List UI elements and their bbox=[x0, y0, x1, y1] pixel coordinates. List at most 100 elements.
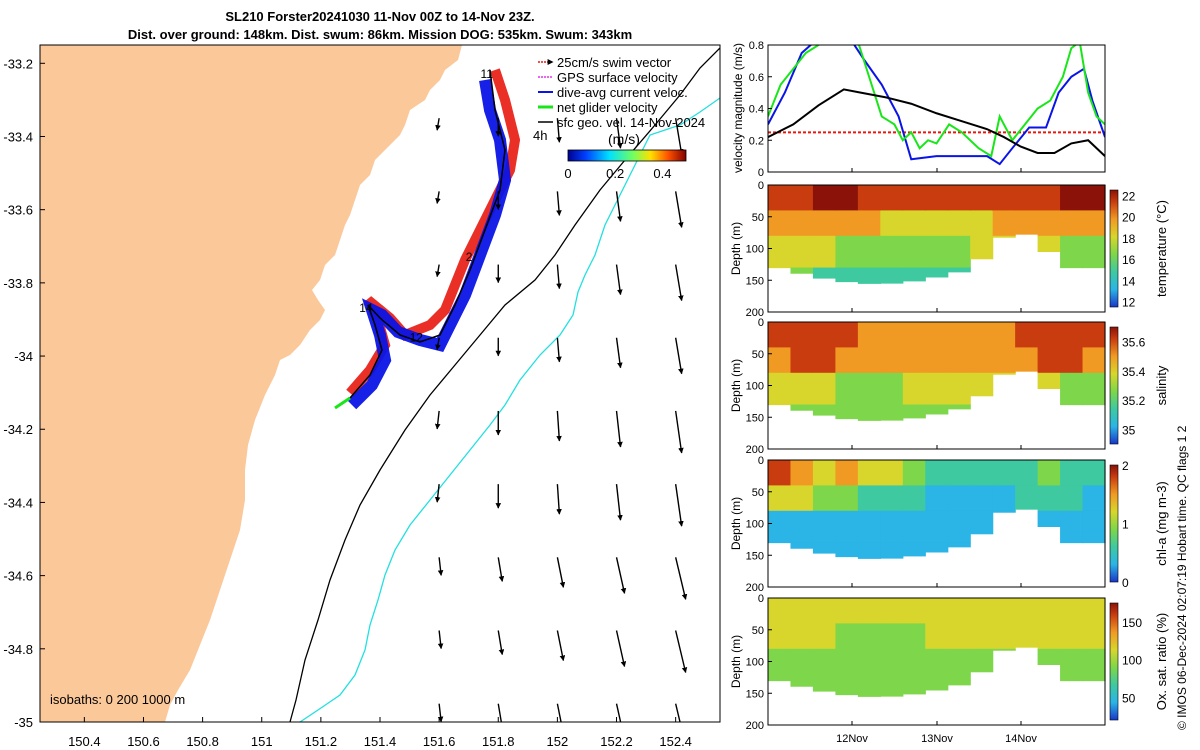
time-axis: 12Nov 13Nov 14Nov bbox=[836, 168, 1037, 745]
map-x-tick-label: 151.8 bbox=[482, 734, 515, 749]
isobath-1000m bbox=[299, 97, 720, 722]
section-cell bbox=[790, 680, 814, 687]
geo-velocity-arrow bbox=[434, 410, 441, 430]
velocity-y-tick-label: 0.4 bbox=[749, 104, 764, 116]
map-y-tick-label: -35 bbox=[14, 715, 33, 730]
section-cell bbox=[1060, 648, 1084, 682]
speed-colorbar-tick-label: 0.2 bbox=[606, 166, 624, 181]
section-cell bbox=[768, 598, 792, 624]
section-cell bbox=[1082, 598, 1106, 624]
section-cell bbox=[1015, 460, 1039, 486]
section-cell bbox=[992, 372, 1016, 375]
section-cell bbox=[1060, 185, 1084, 211]
section-colorbar-tick-label: 35 bbox=[1122, 423, 1136, 437]
section-cell bbox=[768, 485, 792, 512]
map-y-tick-label: -34.4 bbox=[3, 495, 33, 510]
section-cell bbox=[902, 404, 926, 419]
section-cell bbox=[947, 648, 971, 682]
section-colorbar-tick-label: 22 bbox=[1122, 189, 1136, 203]
section-cell bbox=[1037, 235, 1061, 252]
day-label: 14 bbox=[359, 301, 373, 315]
section-cell bbox=[790, 542, 814, 549]
section-cell bbox=[902, 460, 926, 486]
geo-velocity-arrow bbox=[674, 703, 681, 722]
geo-velocity-arrow bbox=[556, 118, 562, 143]
net-velocity-arrow bbox=[334, 396, 351, 410]
section-cell bbox=[880, 185, 904, 211]
section-cell bbox=[880, 267, 904, 284]
section-cell bbox=[812, 460, 836, 486]
section-cell bbox=[970, 648, 994, 673]
time-step-label: 4h bbox=[533, 128, 547, 143]
section-cell bbox=[1037, 485, 1061, 512]
section-cell bbox=[857, 485, 881, 512]
day-label: 2 bbox=[466, 250, 473, 264]
section-cell bbox=[1015, 598, 1039, 624]
map-y-tick-label: -34.6 bbox=[3, 569, 33, 584]
legend-net-velocity: net glider velocity bbox=[538, 100, 658, 115]
section-cell bbox=[768, 185, 792, 211]
geo-velocity-arrow bbox=[615, 264, 623, 296]
section-cell bbox=[880, 648, 904, 682]
section-cell bbox=[790, 485, 814, 512]
geo-velocity-arrow bbox=[674, 484, 684, 527]
section-cell bbox=[835, 322, 859, 348]
section-y-tick-label: 100 bbox=[746, 657, 764, 669]
section-cell bbox=[835, 267, 859, 283]
section-cell bbox=[768, 235, 792, 269]
legend-dive-avg: dive-avg current veloc. bbox=[538, 85, 688, 100]
geo-velocity-arrow bbox=[497, 630, 505, 656]
section-cell bbox=[880, 460, 904, 486]
section-cell bbox=[947, 185, 971, 211]
day-label: 11 bbox=[481, 67, 494, 81]
section-cell bbox=[835, 623, 859, 650]
section-cell bbox=[992, 510, 1016, 513]
map-panel: 11 2 14 12 150.4 150.6 150.8 151 151.2 151.4 151.… bbox=[3, 44, 721, 749]
section-cell bbox=[1060, 372, 1084, 406]
section-cell bbox=[835, 485, 859, 512]
section-cell bbox=[857, 623, 881, 650]
section-cell bbox=[970, 322, 994, 348]
section-panel: 0 50 100 150 200 Depth (m) 50 100 150 Ox. sat. ra… bbox=[729, 593, 1169, 732]
geo-velocity-arrow bbox=[435, 264, 441, 278]
section-cell bbox=[812, 623, 836, 650]
velocity-series-line bbox=[768, 88, 1105, 157]
velocity-magnitude-panel: 0 0.2 0.4 0.6 0.8 velocity magnitude (m/s) bbox=[731, 40, 1106, 179]
section-cell bbox=[790, 372, 814, 406]
geo-velocity-arrow bbox=[615, 337, 623, 369]
section-cell bbox=[902, 267, 926, 282]
section-cell bbox=[835, 210, 859, 237]
section-cell bbox=[947, 510, 971, 544]
section-cell bbox=[880, 235, 904, 269]
section-cell bbox=[902, 322, 926, 348]
geo-velocity-arrow bbox=[437, 557, 444, 576]
velocity-y-tick-label: 0.8 bbox=[749, 40, 764, 52]
section-y-tick-label: 200 bbox=[746, 720, 764, 732]
velocity-series-line bbox=[768, 45, 1105, 158]
section-cell bbox=[970, 235, 994, 260]
section-cell bbox=[992, 460, 1016, 486]
section-cell bbox=[925, 510, 949, 544]
section-cell bbox=[1082, 623, 1106, 650]
section-cell bbox=[992, 185, 1016, 211]
section-cell bbox=[812, 235, 836, 269]
section-panel: 0 50 100 150 200 Depth (m) 0 1 2 chl-a (mg m-3) bbox=[729, 455, 1169, 594]
time-tick-label: 13Nov bbox=[921, 733, 953, 745]
geo-velocity-arrow bbox=[615, 557, 627, 594]
section-cell bbox=[812, 680, 836, 692]
section-cell bbox=[925, 404, 949, 415]
map-x-tick-label: 151.2 bbox=[305, 734, 338, 749]
section-cell bbox=[790, 648, 814, 682]
section-cell bbox=[925, 598, 949, 624]
section-y-tick-label: 0 bbox=[758, 180, 764, 192]
section-y-tick-label: 200 bbox=[746, 444, 764, 456]
section-cell bbox=[857, 510, 881, 544]
section-cell bbox=[1060, 347, 1084, 374]
section-cell bbox=[790, 623, 814, 650]
section-cell bbox=[790, 347, 814, 374]
section-y-tick-label: 50 bbox=[752, 487, 764, 499]
section-cell bbox=[812, 267, 836, 279]
section-colorbar bbox=[1109, 326, 1119, 445]
section-cell bbox=[925, 267, 949, 278]
section-cell bbox=[1037, 460, 1061, 486]
